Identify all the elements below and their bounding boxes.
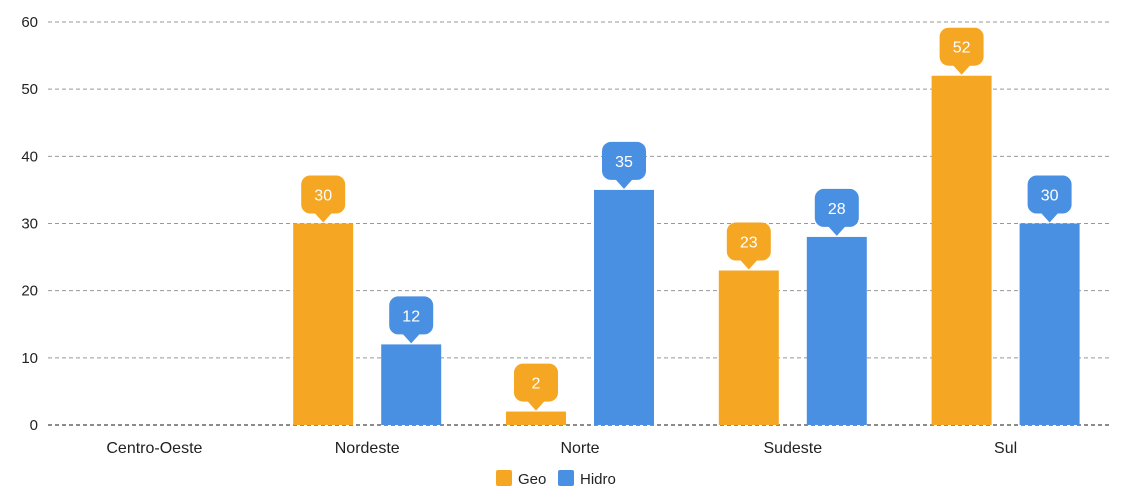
y-tick-label: 0 <box>30 417 38 434</box>
data-label-bubble <box>939 27 984 66</box>
legend-label: Geo <box>518 471 546 488</box>
legend-swatch <box>558 470 574 486</box>
data-label: 30 <box>301 175 346 223</box>
data-label-pointer <box>739 259 758 270</box>
bar <box>931 75 992 425</box>
x-axis-ticks: Centro-Oeste Nordeste Norte Sudeste Sul <box>106 440 1017 457</box>
data-label: 2 <box>514 363 558 411</box>
data-label: 35 <box>602 141 646 189</box>
y-tick-label: 10 <box>21 350 38 367</box>
legend: Geo Hidro <box>496 470 616 488</box>
x-tick-label: Sul <box>994 440 1017 457</box>
data-label: 30 <box>1027 175 1072 223</box>
legend-item: Hidro <box>558 470 616 488</box>
data-label-text: 12 <box>402 308 420 325</box>
data-label: 28 <box>814 188 859 236</box>
x-tick-label: Norte <box>560 440 599 457</box>
data-label-pointer <box>1040 212 1059 223</box>
x-tick-label: Centro-Oeste <box>106 440 202 457</box>
data-label: 12 <box>389 296 434 344</box>
data-label-pointer <box>527 400 545 411</box>
y-tick-label: 60 <box>21 14 38 31</box>
data-label-text: 28 <box>828 201 846 218</box>
y-tick-label: 50 <box>21 81 38 98</box>
legend-item: Geo <box>496 470 546 488</box>
x-tick-label: Sudeste <box>763 440 822 457</box>
data-label-text: 52 <box>953 40 971 57</box>
data-label-bubble <box>602 141 646 180</box>
bar <box>806 236 867 425</box>
data-label-bubble <box>301 175 346 214</box>
data-label-text: 30 <box>314 188 332 205</box>
data-label-bubble <box>814 188 859 227</box>
data-label-pointer <box>827 225 846 236</box>
data-label-bubble <box>389 296 434 335</box>
y-tick-label: 20 <box>21 283 38 300</box>
data-label-text: 23 <box>740 235 758 252</box>
data-label-text: 35 <box>615 154 633 171</box>
data-label-pointer <box>615 178 633 189</box>
bar <box>381 344 442 425</box>
legend-label: Hidro <box>580 471 616 488</box>
bar <box>718 270 779 425</box>
y-tick-label: 30 <box>21 216 38 233</box>
legend-swatch <box>496 470 512 486</box>
y-axis-ticks: 0 10 20 30 40 50 60 <box>21 14 38 434</box>
data-label-bubble <box>514 363 558 402</box>
bars <box>293 75 1080 425</box>
gridlines <box>48 21 1112 426</box>
data-label: 52 <box>939 27 984 75</box>
bar <box>1019 223 1080 425</box>
data-label-bubble <box>1027 175 1072 214</box>
x-tick-label: Nordeste <box>335 440 400 457</box>
bar <box>594 189 654 425</box>
bar <box>293 223 354 425</box>
data-label-text: 30 <box>1041 188 1059 205</box>
data-label-pointer <box>952 64 971 75</box>
data-label-bubble <box>726 222 771 261</box>
data-labels: 30 12 2 35 23 28 52 30 <box>301 27 1072 411</box>
data-label: 23 <box>726 222 771 270</box>
data-label-pointer <box>402 333 421 344</box>
data-label-pointer <box>314 212 333 223</box>
y-tick-label: 40 <box>21 148 38 165</box>
bar <box>506 411 566 425</box>
data-label-text: 2 <box>532 376 541 393</box>
